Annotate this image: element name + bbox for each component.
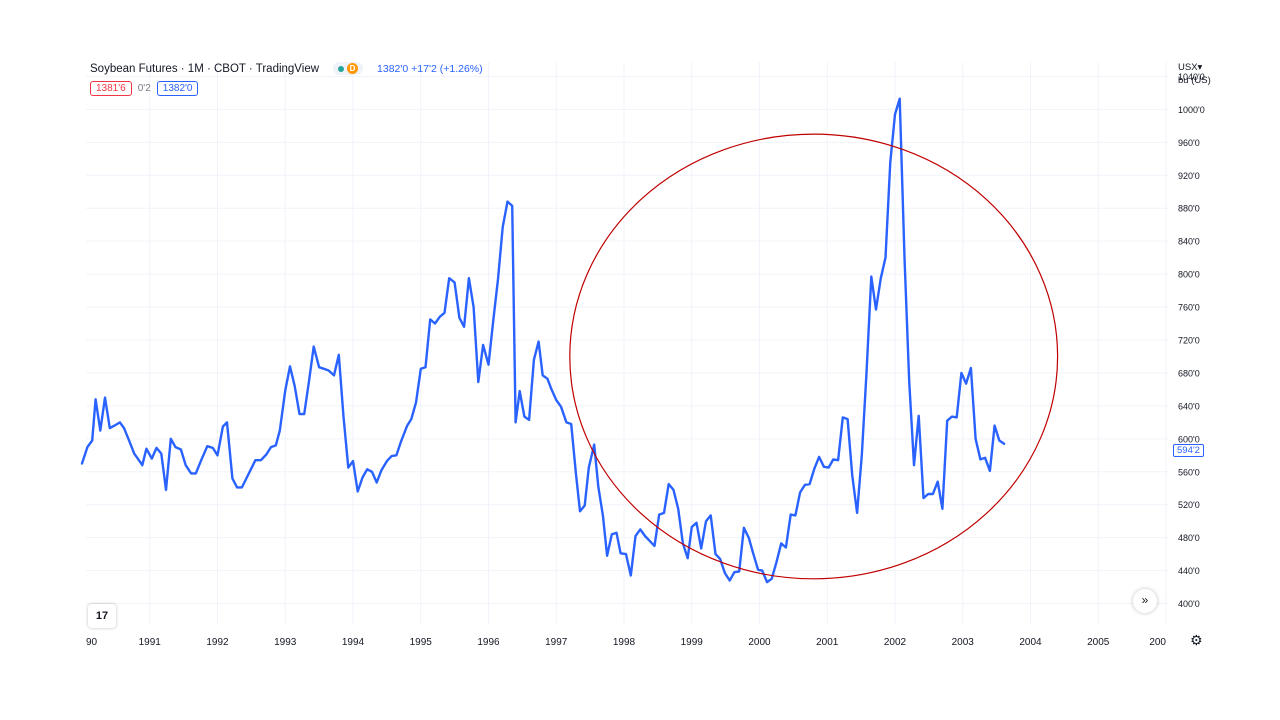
y-tick-label: 880'0	[1178, 204, 1200, 214]
x-tick-label: 1999	[681, 637, 704, 648]
tradingview-logo[interactable]: 17	[88, 604, 116, 628]
chart-annotation	[569, 133, 1059, 580]
y-tick-label: 640'0	[1178, 401, 1200, 411]
y-tick-label: 520'0	[1178, 500, 1200, 510]
status-indicators[interactable]: D	[333, 62, 364, 75]
chart-legend: Soybean Futures · 1M · CBOT · TradingVie…	[90, 62, 483, 75]
y-tick-label: 560'0	[1178, 467, 1200, 477]
y-tick-label: 840'0	[1178, 237, 1200, 247]
x-tick-label: 1997	[545, 637, 568, 648]
y-tick-label: 480'0	[1178, 533, 1200, 543]
last-price-tag: 594'2	[1173, 444, 1204, 457]
y-tick-label: 600'0	[1178, 434, 1200, 444]
x-tick-label: 1994	[342, 637, 365, 648]
y-tick-label: 800'0	[1178, 270, 1200, 280]
x-tick-label: 2002	[884, 637, 907, 648]
x-tick-label: 2004	[1019, 637, 1042, 648]
spread-value: 0'2	[137, 83, 151, 94]
x-tick-label: 2003	[952, 637, 975, 648]
interval-badge: D	[347, 63, 359, 74]
x-axis: 90 1991 1992 1993 1994 1995 1996 1997 1998 1999 20…	[86, 637, 1166, 648]
chart-series	[80, 97, 1006, 584]
gear-icon[interactable]: ⚙	[1190, 632, 1203, 648]
y-tick-label: 720'0	[1178, 336, 1200, 346]
x-tick-label: 1995	[410, 637, 433, 648]
chart-grid	[86, 62, 1168, 625]
y-tick-label: 440'0	[1178, 566, 1200, 576]
x-tick-label: 1996	[477, 637, 500, 648]
price-line	[80, 97, 1006, 584]
currency-selector[interactable]: USX▾	[1178, 62, 1203, 73]
x-tick-label: 2000	[748, 637, 771, 648]
market-open-icon	[338, 65, 345, 72]
y-tick-label: 920'0	[1178, 171, 1200, 181]
y-tick-label: 1000'0	[1178, 105, 1205, 115]
unit-label: bu (US)	[1178, 75, 1211, 86]
x-tick-label: 200	[1149, 637, 1166, 648]
x-tick-label: 2005	[1087, 637, 1110, 648]
x-tick-label: 1991	[139, 637, 162, 648]
price-change-readout: 1382'0 +17'2 (+1.26%)	[377, 62, 483, 75]
highlight-circle	[569, 133, 1059, 580]
bid-ask-panel: 1381'6 0'2 1382'0	[90, 81, 199, 96]
y-tick-label: 680'0	[1178, 368, 1200, 378]
y-tick-label: 760'0	[1178, 303, 1200, 313]
y-tick-label: 1040'0	[1178, 72, 1205, 82]
y-axis: 400'0 440'0 480'0 520'0 560'0 600'0 640'0 680'0…	[1178, 72, 1205, 609]
y-tick-label: 400'0	[1178, 599, 1200, 609]
x-tick-label: 1993	[274, 637, 297, 648]
y-tick-label: 960'0	[1178, 138, 1200, 148]
x-tick-label: 1992	[206, 637, 229, 648]
x-tick-label: 1998	[613, 637, 636, 648]
x-tick-label: 2001	[816, 637, 839, 648]
chart-title: Soybean Futures · 1M · CBOT · TradingVie…	[90, 62, 320, 75]
ask-price-button[interactable]: 1382'0	[156, 81, 199, 96]
scroll-to-realtime-icon[interactable]: »	[1133, 589, 1157, 613]
bid-price-button[interactable]: 1381'6	[90, 81, 132, 96]
x-tick-label: 90	[86, 637, 98, 648]
